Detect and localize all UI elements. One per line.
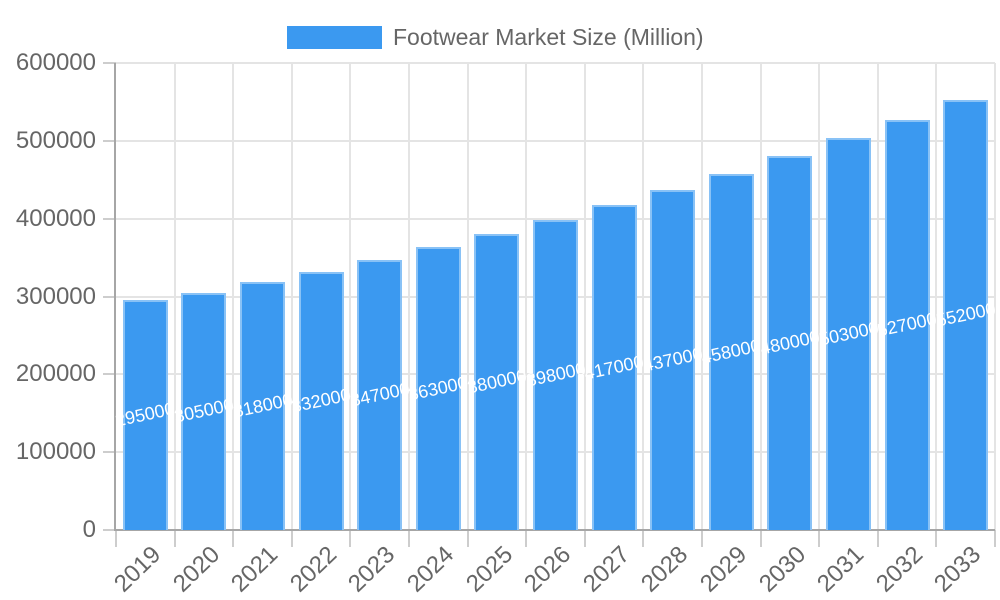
x-axis-label-2033: 2033: [929, 541, 987, 598]
bar-2032: [884, 119, 930, 530]
gridline-vertical: [466, 63, 469, 530]
gridline-horizontal: [116, 217, 995, 220]
gridline-vertical: [173, 63, 176, 530]
bar-2030: [767, 156, 813, 530]
x-axis-tick: [232, 530, 235, 547]
gridline-vertical: [994, 63, 996, 530]
gridline-vertical: [583, 63, 586, 530]
gridline-vertical: [232, 63, 235, 530]
x-axis-tick: [115, 530, 117, 547]
gridline-vertical: [759, 63, 762, 530]
y-axis-tick: [103, 451, 116, 454]
x-axis-tick: [525, 530, 528, 547]
bar-2029: [708, 173, 754, 530]
legend-label: Footwear Market Size (Million): [393, 24, 704, 50]
legend-swatch: [287, 26, 382, 49]
bar-2023: [357, 259, 403, 530]
y-axis-line: [114, 63, 116, 530]
gridline-horizontal: [116, 62, 995, 64]
x-axis-label-2024: 2024: [401, 541, 460, 598]
gridline-vertical: [876, 63, 879, 530]
x-axis-tick: [701, 530, 703, 547]
x-axis-label-2021: 2021: [226, 541, 284, 598]
x-axis-tick: [759, 530, 762, 547]
y-axis-tick: [103, 529, 116, 531]
bar-2022: [298, 271, 344, 530]
y-axis-tick: [103, 217, 116, 220]
gridline-vertical: [290, 63, 293, 530]
y-axis-label-200000: 200000: [15, 360, 96, 388]
y-axis-tick: [103, 295, 116, 298]
bar-2028: [650, 189, 696, 530]
x-axis-label-2020: 2020: [167, 541, 225, 598]
bar-2025: [474, 234, 520, 530]
x-axis-tick: [349, 530, 352, 547]
y-axis-label-300000: 300000: [15, 282, 96, 310]
x-axis-tick: [173, 530, 176, 547]
bar-2033: [943, 100, 989, 530]
gridline-vertical: [408, 63, 410, 530]
x-axis-tick: [583, 530, 586, 547]
x-axis-tick: [876, 530, 879, 547]
x-axis-line: [114, 529, 995, 531]
x-axis-label-2022: 2022: [284, 541, 342, 598]
x-axis-tick: [994, 530, 996, 547]
x-axis-label-2028: 2028: [636, 541, 694, 598]
gridline-vertical: [701, 63, 703, 530]
x-axis-label-2029: 2029: [694, 541, 753, 598]
legend-item[interactable]: Footwear Market Size (Million): [287, 24, 704, 51]
bar-2027: [591, 205, 637, 530]
y-axis-tick: [103, 139, 116, 142]
gridline-horizontal: [116, 139, 995, 142]
bar-2019: [122, 300, 168, 530]
x-axis-label-2026: 2026: [519, 541, 577, 598]
gridline-vertical: [349, 63, 352, 530]
x-axis-label-2019: 2019: [108, 541, 167, 598]
x-axis-tick: [466, 530, 469, 547]
bar-2024: [415, 247, 461, 530]
x-axis-label-2027: 2027: [577, 541, 635, 598]
bar-2020: [181, 292, 227, 530]
bar-2031: [826, 138, 871, 530]
x-axis-tick: [290, 530, 293, 547]
y-axis-tick: [103, 62, 116, 64]
x-axis-tick: [408, 530, 410, 547]
x-axis-label-2032: 2032: [870, 541, 928, 598]
y-axis-label-0: 0: [82, 516, 96, 543]
y-axis-label-400000: 400000: [15, 204, 96, 232]
bar-2026: [533, 220, 578, 530]
y-axis-label-600000: 600000: [15, 49, 96, 76]
x-axis-label-2023: 2023: [343, 541, 401, 598]
gridline-vertical: [642, 63, 645, 530]
x-axis-label-2030: 2030: [753, 541, 811, 598]
gridline-vertical: [525, 63, 528, 530]
x-axis-tick: [935, 530, 938, 547]
gridline-vertical: [818, 63, 821, 530]
bar-2021: [240, 282, 285, 530]
y-axis-tick: [103, 373, 116, 376]
x-axis-label-2031: 2031: [812, 541, 870, 598]
y-axis-label-500000: 500000: [15, 126, 96, 154]
x-axis-label-2025: 2025: [460, 541, 518, 598]
x-axis-tick: [818, 530, 821, 547]
gridline-vertical: [935, 63, 938, 530]
y-axis-label-100000: 100000: [15, 438, 96, 466]
x-axis-tick: [642, 530, 645, 547]
